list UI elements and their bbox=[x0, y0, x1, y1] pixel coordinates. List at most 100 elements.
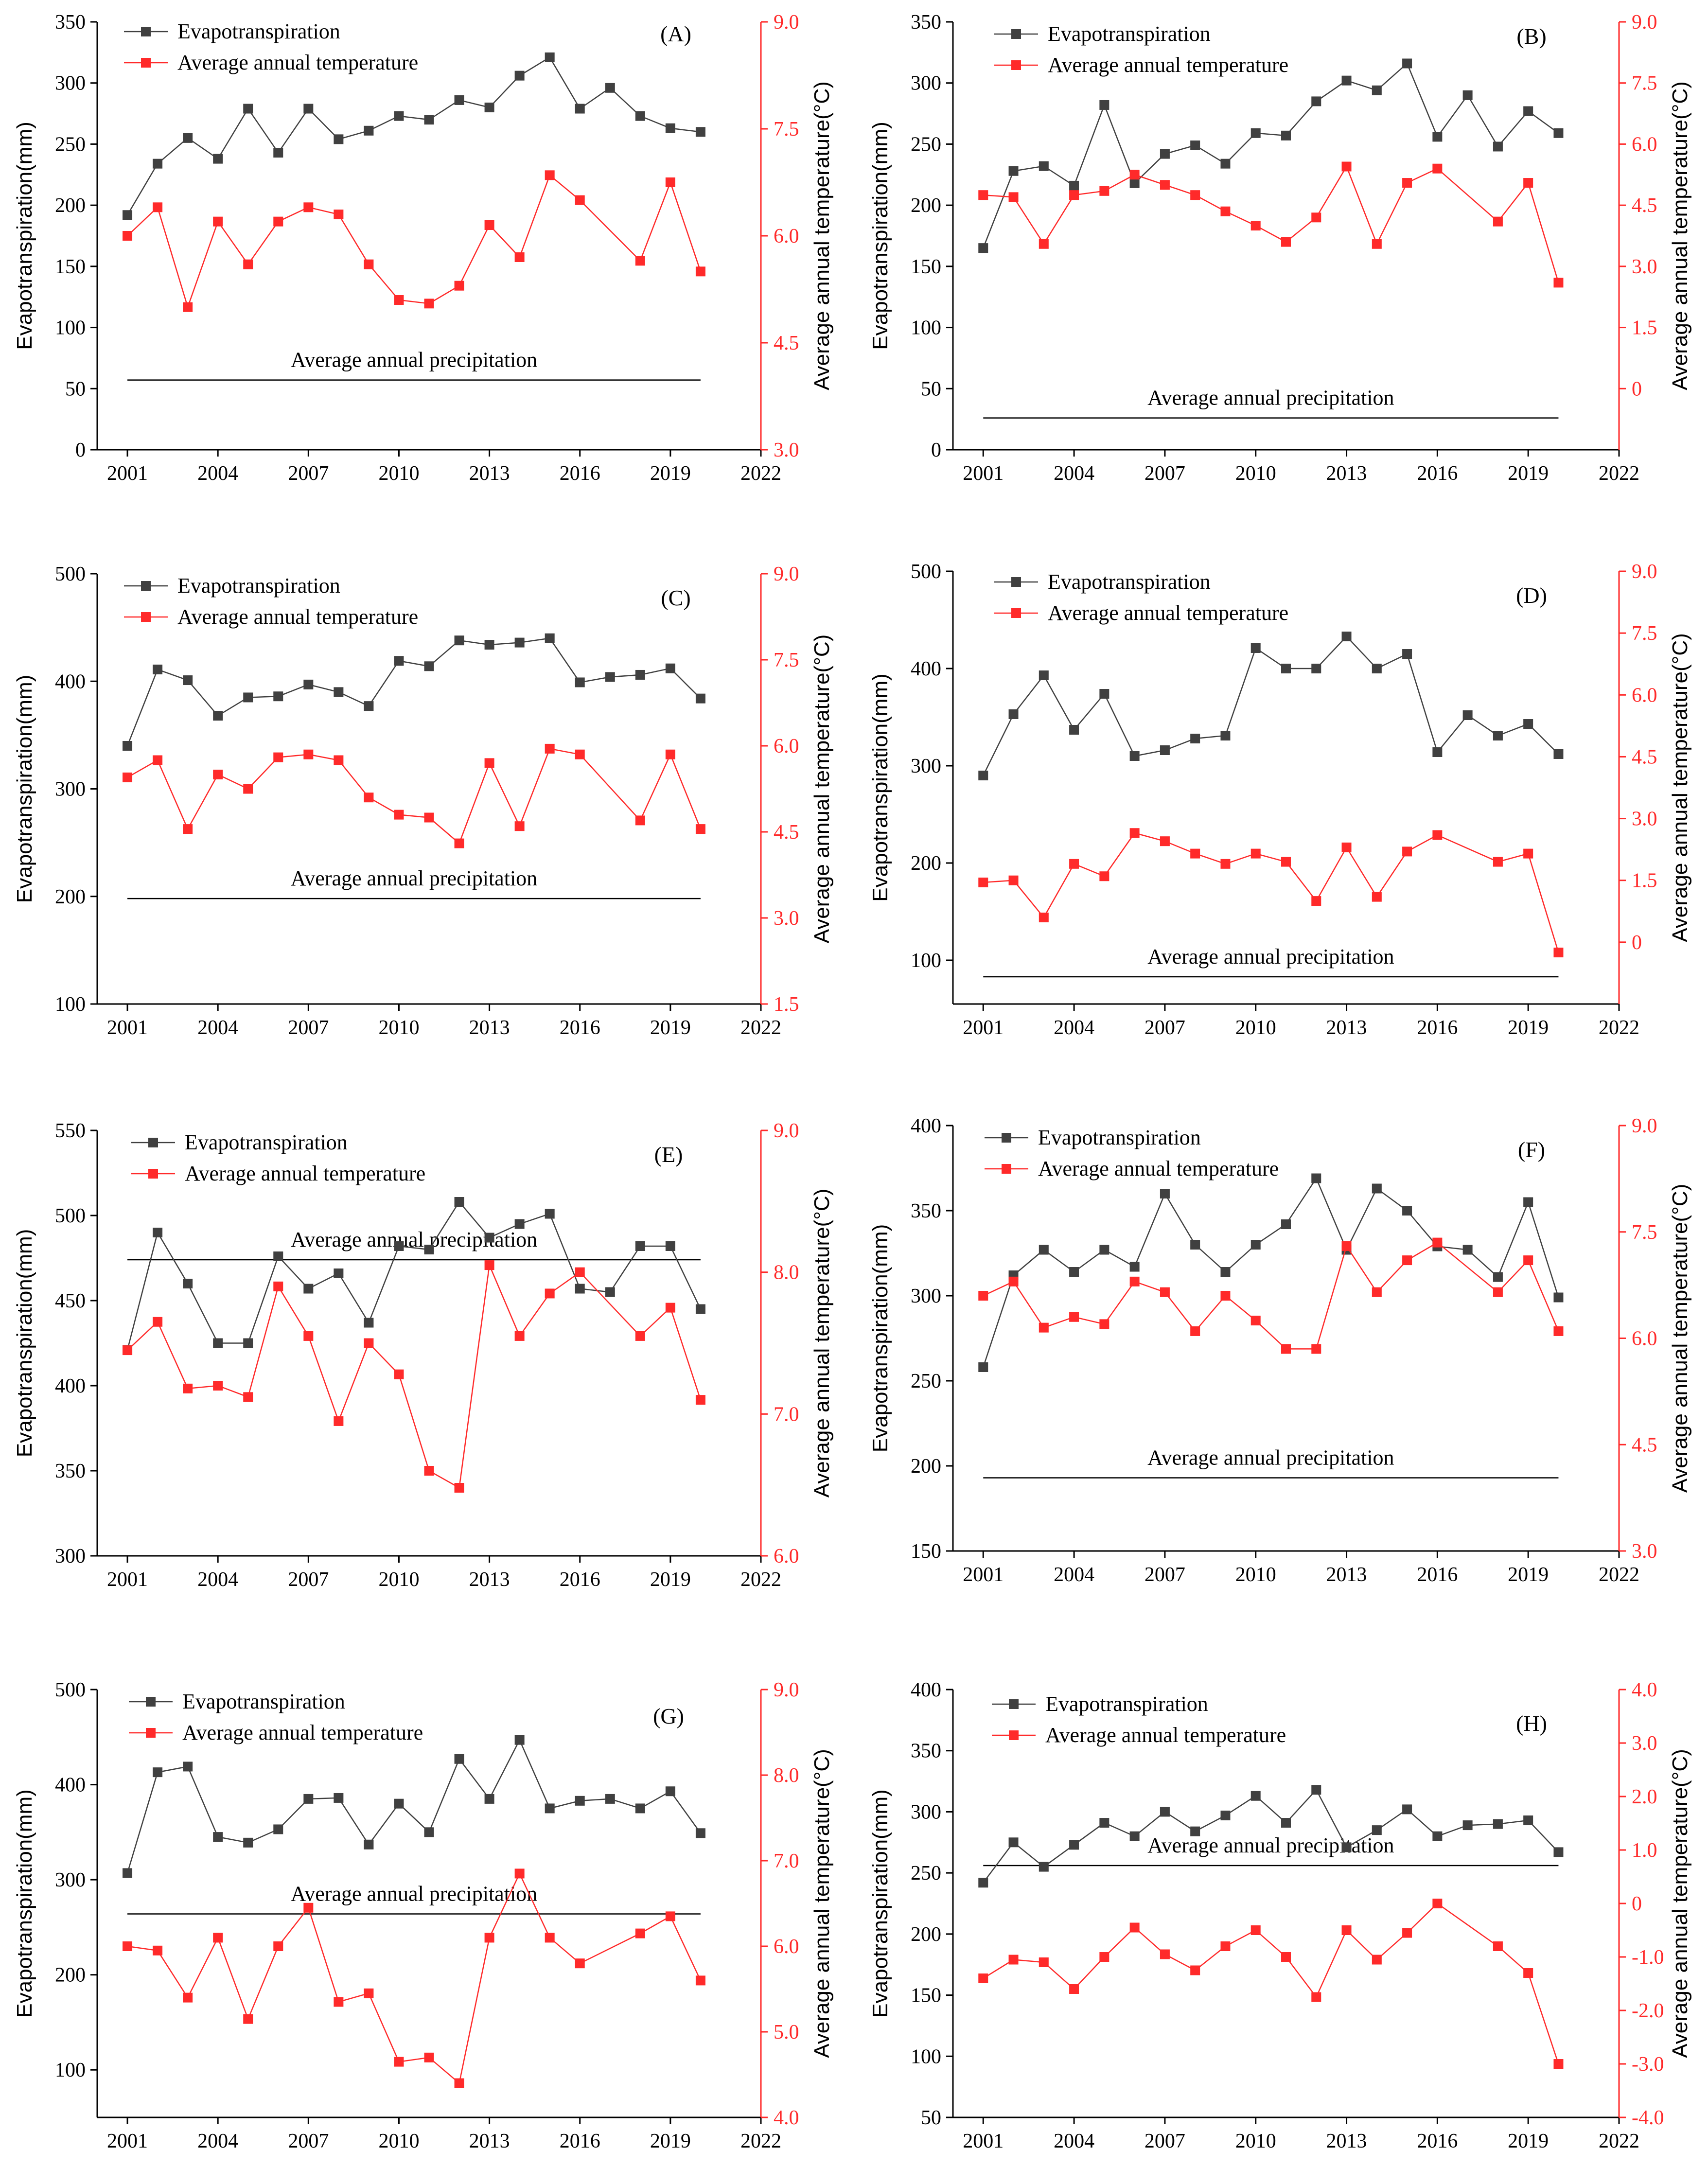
y2-tick-label: 6.0 bbox=[1632, 1328, 1657, 1350]
temp-point bbox=[153, 1317, 163, 1327]
y-tick-label: 100 bbox=[55, 2059, 86, 2081]
et-point bbox=[1160, 1807, 1170, 1817]
temp-point bbox=[123, 1345, 133, 1356]
et-point bbox=[1039, 1245, 1049, 1255]
temp-point bbox=[635, 1331, 645, 1341]
et-point bbox=[1311, 96, 1321, 106]
legend-label: Evapotranspiration bbox=[182, 1690, 345, 1713]
chart-panel-5: 2001 2004 2007 2010 2013 2016 2019 2022 300 350 40… bbox=[13, 1120, 834, 1591]
y-tick-label: 300 bbox=[55, 1545, 86, 1568]
temp-point bbox=[978, 1291, 988, 1301]
temp-point bbox=[1039, 1957, 1049, 1967]
y-tick-label: 100 bbox=[55, 993, 86, 1016]
temp-point bbox=[1311, 212, 1321, 223]
y2-tick-label: 1.5 bbox=[1632, 317, 1657, 339]
y-tick-label: 0 bbox=[75, 439, 86, 461]
legend-marker bbox=[1011, 29, 1021, 39]
y2-tick-label: 6.0 bbox=[774, 225, 799, 247]
et-point bbox=[1129, 751, 1140, 761]
et-point bbox=[1462, 710, 1473, 720]
legend-label: Average annual temperature bbox=[177, 51, 418, 74]
temp-point bbox=[334, 1416, 344, 1426]
et-point bbox=[273, 691, 283, 702]
temp-point bbox=[364, 1338, 374, 1348]
y-tick-label: 450 bbox=[55, 1290, 86, 1312]
et-point bbox=[1281, 130, 1291, 141]
y-tick-label: 150 bbox=[911, 1540, 941, 1563]
et-series-line bbox=[983, 1789, 1559, 1884]
temp-point bbox=[1553, 1326, 1564, 1336]
et-point bbox=[1432, 747, 1443, 757]
y2-tick-label: 6.0 bbox=[774, 1545, 799, 1568]
temp-point bbox=[978, 190, 988, 200]
temp-point bbox=[1129, 1922, 1140, 1933]
y2-tick-label: 3.0 bbox=[1632, 808, 1657, 830]
y2-tick-label: 9.0 bbox=[1632, 11, 1657, 34]
et-point bbox=[1099, 100, 1109, 110]
et-point bbox=[635, 1803, 645, 1814]
legend-label: Evapotranspiration bbox=[1038, 1126, 1201, 1149]
x-tick-label: 2016 bbox=[1417, 1017, 1458, 1039]
et-point bbox=[1523, 719, 1533, 729]
temp-point bbox=[635, 1928, 645, 1938]
et-point bbox=[394, 656, 404, 666]
temp-point bbox=[424, 2052, 434, 2062]
x-tick-label: 2019 bbox=[650, 1017, 691, 1039]
temp-point bbox=[1250, 221, 1261, 231]
legend-marker bbox=[1011, 577, 1021, 587]
chart-panel-8: 2001 2004 2007 2010 2013 2016 2019 2022 50 100 150… bbox=[868, 1679, 1692, 2152]
et-point bbox=[1008, 1837, 1019, 1848]
y2-tick-label: 6.0 bbox=[1632, 133, 1657, 156]
et-point bbox=[1372, 1825, 1382, 1835]
temp-point bbox=[695, 1975, 705, 1986]
x-tick-label: 2004 bbox=[1054, 2130, 1094, 2152]
y-tick-label: 300 bbox=[911, 755, 941, 777]
temp-point bbox=[273, 1941, 283, 1951]
chart-panel-7: 2001 2004 2007 2010 2013 2016 2019 2022 100 200 30… bbox=[13, 1679, 834, 2152]
et-point bbox=[665, 123, 675, 133]
temp-point bbox=[484, 1933, 494, 1943]
y-axis-title: Evapotranspiration(mm) bbox=[868, 673, 892, 902]
temp-point bbox=[575, 1267, 585, 1277]
et-point bbox=[424, 115, 434, 125]
et-point bbox=[303, 679, 314, 689]
temp-point bbox=[514, 821, 525, 831]
legend-marker bbox=[148, 1138, 158, 1147]
et-point bbox=[454, 1754, 464, 1764]
y2-tick-label: 3.0 bbox=[1632, 1540, 1657, 1563]
temp-point bbox=[575, 195, 585, 205]
y2-tick-label: 9.0 bbox=[1632, 1115, 1657, 1137]
et-point bbox=[334, 1793, 344, 1803]
temp-point bbox=[484, 758, 494, 768]
y-tick-label: 200 bbox=[55, 1964, 86, 1987]
x-tick-label: 2019 bbox=[1508, 462, 1549, 485]
y-tick-label: 400 bbox=[55, 670, 86, 693]
temp-point bbox=[1008, 1276, 1019, 1286]
y-tick-label: 400 bbox=[55, 1774, 86, 1797]
temp-point bbox=[1523, 1968, 1533, 1978]
et-point bbox=[605, 83, 615, 93]
x-tick-label: 2004 bbox=[1054, 462, 1094, 485]
et-point bbox=[1129, 178, 1140, 188]
y2-axis-title: Average annual temperature(°C) bbox=[1668, 1749, 1692, 2058]
temp-point bbox=[243, 1392, 253, 1402]
y2-tick-label: 5.0 bbox=[774, 2021, 799, 2044]
et-point bbox=[1069, 725, 1079, 735]
y-axis-title: Evapotranspiration(mm) bbox=[13, 1789, 36, 2018]
y-tick-label: 0 bbox=[931, 439, 941, 461]
x-tick-label: 2004 bbox=[197, 462, 238, 485]
et-point bbox=[1493, 1819, 1503, 1829]
legend-marker bbox=[141, 27, 151, 36]
et-point bbox=[1160, 149, 1170, 159]
x-tick-label: 2004 bbox=[197, 1568, 238, 1591]
et-point bbox=[665, 1241, 675, 1251]
temp-point bbox=[243, 2014, 253, 2024]
temp-point bbox=[1069, 1312, 1079, 1322]
et-series-line bbox=[126, 56, 701, 215]
et-point bbox=[514, 70, 525, 81]
y-tick-label: 100 bbox=[55, 317, 86, 339]
y2-tick-label: 7.5 bbox=[1632, 72, 1657, 95]
et-point bbox=[695, 1304, 705, 1314]
et-point bbox=[978, 1362, 988, 1372]
temp-point bbox=[1250, 848, 1261, 859]
